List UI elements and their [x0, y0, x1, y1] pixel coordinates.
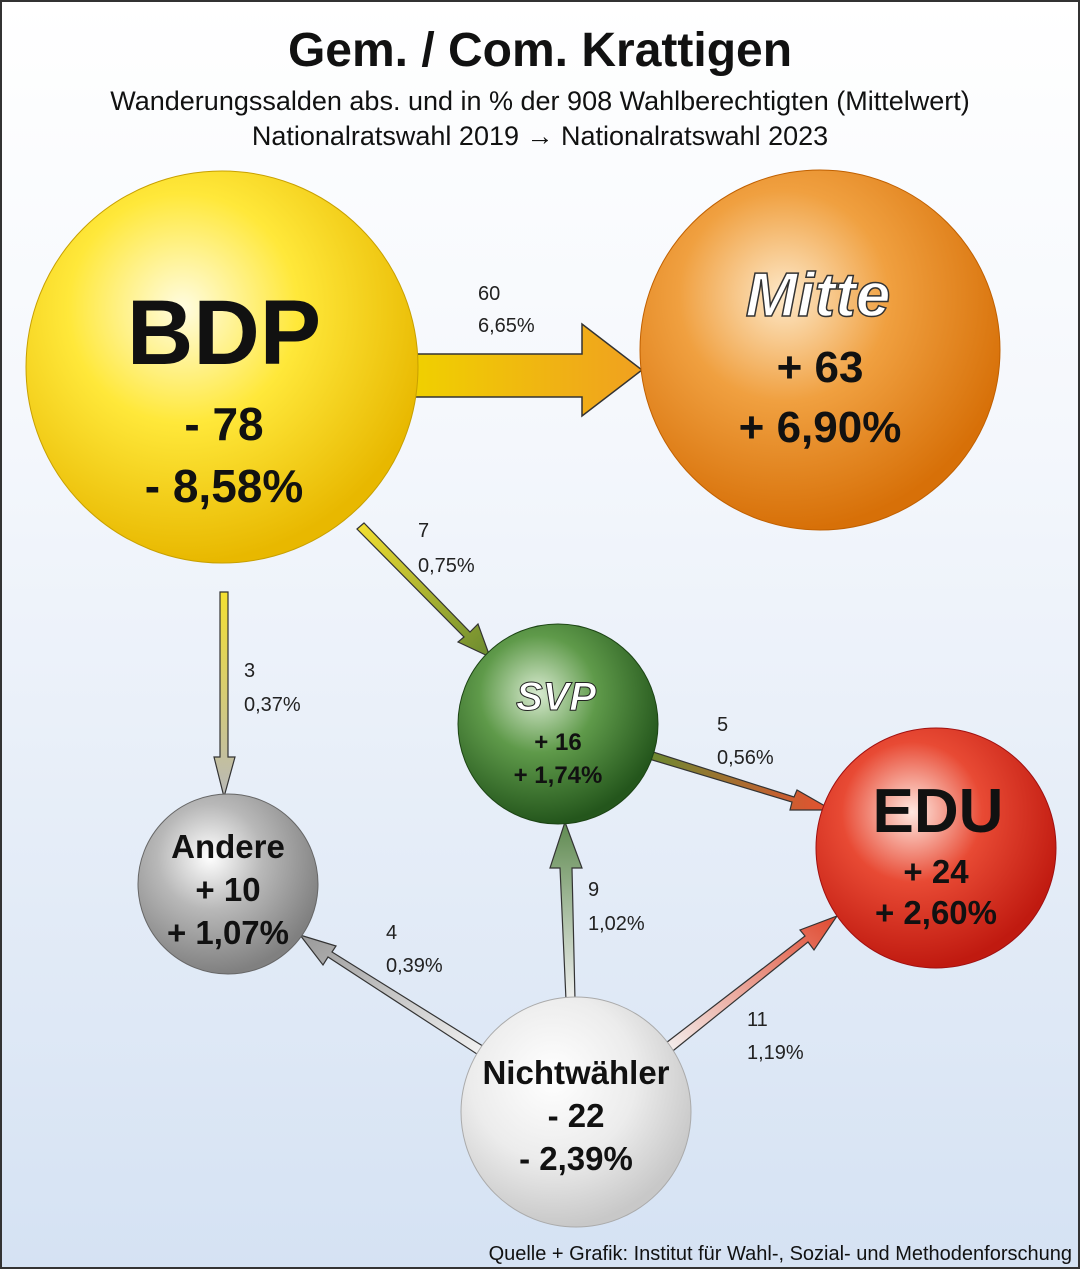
andere-pct: + 1,07%: [167, 914, 289, 951]
svp-name: SVP: [516, 675, 596, 719]
flow-bdp-svp-abs: 7: [418, 520, 429, 542]
subtitle-line-1: Wanderungssalden abs. und in % der 908 W…: [110, 86, 969, 116]
subtitle-line-2: Nationalratswahl 2019 → Nationalratswahl…: [252, 121, 828, 151]
chart-title: Gem. / Com. Krattigen: [288, 24, 792, 77]
node-edu: EDU + 24 + 2,60%: [815, 727, 1057, 969]
mitte-name: Mitte: [746, 261, 891, 330]
flow-bdp-andere-abs: 3: [244, 660, 255, 682]
arrow-nicht-svp: [549, 820, 583, 1001]
node-andere: Andere + 10 + 1,07%: [137, 793, 319, 975]
flow-nicht-svp-abs: 9: [588, 879, 599, 901]
arrow-bdp-andere: [213, 591, 236, 800]
svp-pct: + 1,74%: [514, 762, 603, 789]
flow-bdp-svp-pct: 0,75%: [418, 555, 475, 577]
node-bdp: BDP - 78 - 8,58%: [25, 170, 419, 564]
arrow-svp-edu: [646, 749, 835, 811]
arrow-bdp-svp: [356, 522, 492, 659]
flow-nicht-edu-abs: 11: [747, 1009, 768, 1031]
bdp-name: BDP: [127, 282, 321, 384]
flow-nicht-andere-abs: 4: [386, 922, 397, 944]
mitte-abs: + 63: [777, 343, 864, 392]
bdp-abs: - 78: [184, 398, 263, 450]
flow-nicht-svp-pct: 1,02%: [588, 913, 645, 935]
flow-svp-edu-abs: 5: [717, 714, 728, 736]
nichtwaehler-pct: - 2,39%: [519, 1140, 633, 1177]
arrow-nicht-andere: [298, 933, 487, 1057]
source-note: Quelle + Grafik: Institut für Wahl-, Soz…: [489, 1243, 1072, 1265]
flow-nicht-edu-pct: 1,19%: [747, 1042, 804, 1064]
arrow-nicht-edu: [661, 914, 839, 1055]
arrow-bdp-mitte: [413, 322, 644, 418]
node-nichtwaehler: Nichtwähler - 22 - 2,39%: [460, 996, 692, 1228]
mitte-pct: + 6,90%: [739, 403, 902, 452]
flow-bdp-mitte-pct: 6,65%: [478, 315, 535, 337]
edu-pct: + 2,60%: [875, 894, 997, 931]
andere-name: Andere: [171, 828, 285, 865]
flow-nicht-andere-pct: 0,39%: [386, 955, 443, 977]
flow-bdp-andere-pct: 0,37%: [244, 694, 301, 716]
bdp-pct: - 8,58%: [145, 460, 304, 512]
edu-abs: + 24: [903, 853, 969, 890]
node-mitte: Mitte + 63 + 6,90%: [639, 169, 1001, 531]
nichtwaehler-abs: - 22: [548, 1097, 605, 1134]
svp-abs: + 16: [534, 729, 581, 756]
node-svp: SVP + 16 + 1,74%: [457, 623, 659, 825]
nichtwaehler-name: Nichtwähler: [482, 1054, 669, 1091]
andere-abs: + 10: [195, 871, 260, 908]
flow-svp-edu-pct: 0,56%: [717, 747, 774, 769]
flow-bdp-mitte-abs: 60: [478, 283, 500, 305]
edu-name: EDU: [873, 777, 1004, 846]
